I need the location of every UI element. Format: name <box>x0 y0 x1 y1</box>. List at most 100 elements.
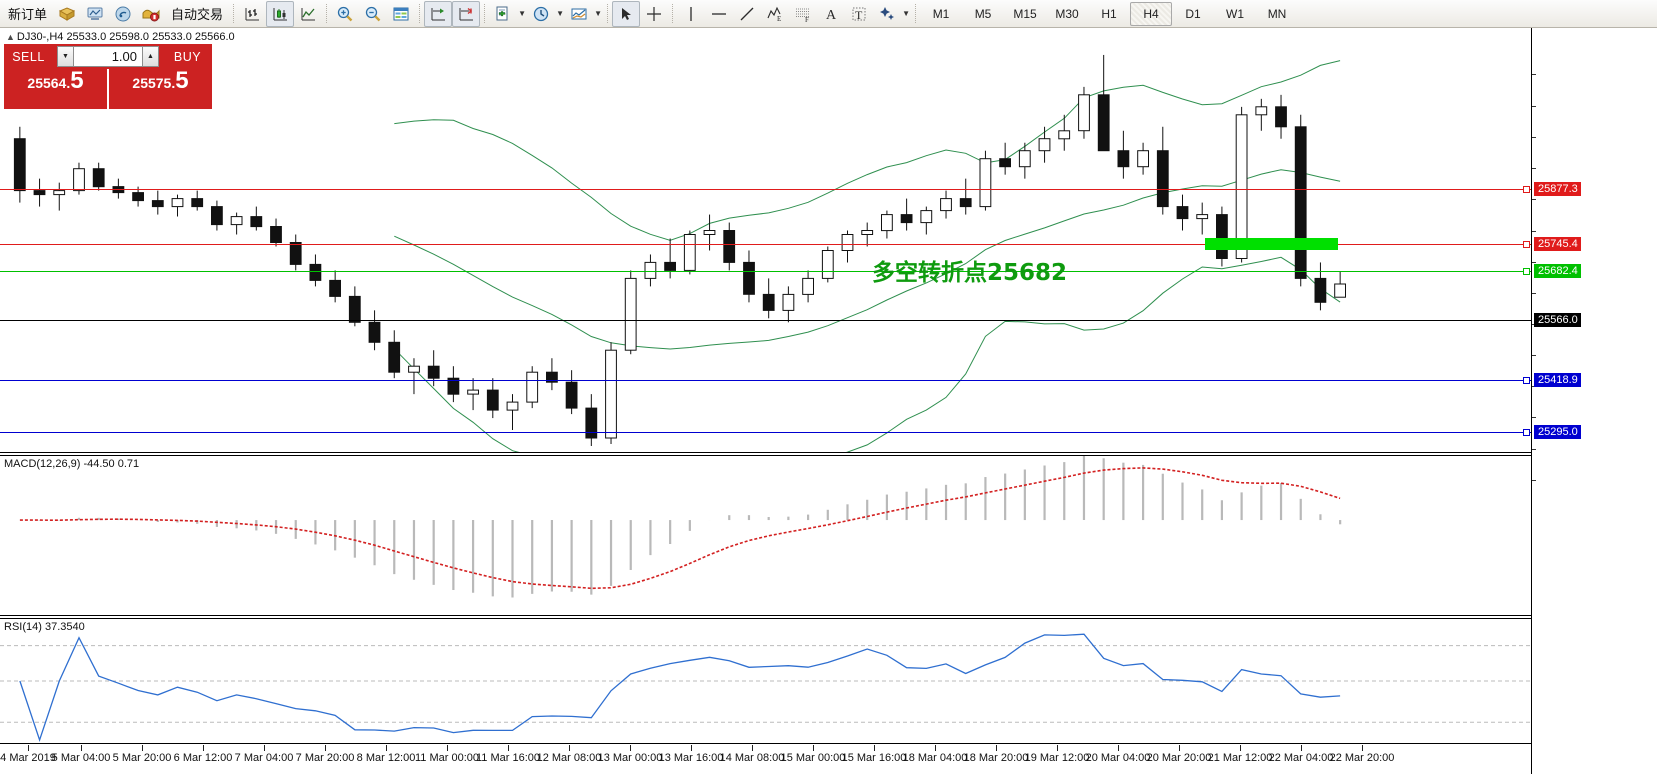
price-axis[interactable]: 25877.3 25745.4 25682.4 25566.0 25418.9 25295… <box>1531 28 1657 774</box>
one-click-trading-panel[interactable]: SELL ▼ 1.00 ▲ BUY 25564 . 5 25575 . 5 <box>4 44 212 109</box>
text-icon[interactable]: A <box>817 1 845 27</box>
line-chart-icon[interactable] <box>294 1 322 27</box>
rsi-line <box>19 633 1341 743</box>
price-level-handle[interactable] <box>1523 429 1530 436</box>
timeframe-m15[interactable]: M15 <box>1013 6 1037 21</box>
vline-icon[interactable] <box>677 1 705 27</box>
candle-body <box>703 230 716 235</box>
price-level-handle[interactable] <box>1523 186 1530 193</box>
timeframe-m30[interactable]: M30 <box>1055 6 1079 21</box>
buy-price-button[interactable]: 25575 . 5 <box>109 69 212 109</box>
time-tick <box>1240 745 1241 751</box>
cursor-icon[interactable] <box>612 0 641 27</box>
candle-body <box>1058 130 1071 140</box>
timeframe-h4[interactable]: H4 <box>1130 1 1173 26</box>
price-level-tag-support-1[interactable]: 25418.9 <box>1534 373 1581 387</box>
symbol-header: ▲ DJ30-,H4 25533.0 25598.0 25533.0 25566.… <box>6 31 235 43</box>
trendline-icon[interactable] <box>733 1 761 27</box>
time-axis-label: 11 Mar 16:00 <box>475 752 541 764</box>
time-tick <box>752 745 753 751</box>
bar-chart-icon[interactable] <box>238 1 266 27</box>
price-level-handle[interactable] <box>1523 268 1530 275</box>
axis-tick <box>1532 168 1536 169</box>
timeframe-m5[interactable]: M5 <box>974 6 992 21</box>
signal-icon[interactable] <box>109 1 137 27</box>
macd-pane[interactable] <box>0 455 1531 616</box>
candle-series <box>13 54 1346 447</box>
price-level-line-last-price[interactable] <box>0 320 1531 321</box>
period-icon[interactable] <box>527 1 555 27</box>
time-tick <box>325 745 326 751</box>
volume-increment-button[interactable]: ▲ <box>142 46 159 67</box>
chevron-down-icon[interactable]: ▼ <box>594 9 602 18</box>
network-icon[interactable] <box>81 1 109 27</box>
chevron-down-icon[interactable]: ▼ <box>556 9 564 18</box>
chevron-down-icon[interactable]: ▼ <box>518 9 526 18</box>
hline-icon[interactable] <box>705 1 733 27</box>
price-level-line-resistance-2[interactable] <box>0 244 1531 245</box>
price-level-line-support-2[interactable] <box>0 432 1531 433</box>
templates-icon[interactable] <box>489 1 517 27</box>
timeframe-mn[interactable]: MN <box>1267 6 1287 21</box>
autotrade-icon[interactable] <box>137 1 165 27</box>
time-tick <box>1179 745 1180 751</box>
price-level-line-resistance-1[interactable] <box>0 189 1531 190</box>
price-level-tag-resistance-2[interactable]: 25745.4 <box>1534 237 1581 251</box>
rsi-pane[interactable] <box>0 618 1531 744</box>
auto-scroll-icon[interactable] <box>452 0 481 27</box>
collapse-arrow-icon[interactable]: ▲ <box>6 32 15 42</box>
price-level-handle[interactable] <box>1523 377 1530 384</box>
price-level-tag-pivot-green[interactable]: 25682.4 <box>1534 264 1581 278</box>
price-level-line-support-1[interactable] <box>0 380 1531 381</box>
timeframe-d1[interactable]: D1 <box>1185 6 1201 21</box>
fibonacci-icon[interactable]: F <box>789 1 817 27</box>
time-axis-label: 19 Mar 12:00 <box>1024 752 1090 764</box>
time-tick <box>1057 745 1058 751</box>
candle-body <box>999 158 1012 168</box>
price-level-line-pivot-green[interactable] <box>0 271 1531 272</box>
zoom-out-icon[interactable] <box>359 1 387 27</box>
toolbar-separator <box>484 3 486 24</box>
objects-icon[interactable] <box>873 1 901 27</box>
autotrade-button[interactable]: 自动交易 <box>171 7 224 22</box>
candle-body <box>585 407 598 439</box>
candlestick-svg <box>13 54 1346 452</box>
buy-button[interactable]: BUY <box>163 44 212 69</box>
price-level-handle[interactable] <box>1523 241 1530 248</box>
highlight-rectangle[interactable] <box>1205 238 1338 250</box>
price-level-tag-support-2[interactable]: 25295.0 <box>1534 425 1581 439</box>
timeframe-h1[interactable]: H1 <box>1101 6 1117 21</box>
new-order-button[interactable]: 新订单 <box>8 7 48 22</box>
volume-input[interactable]: 1.00 <box>74 46 142 67</box>
time-axis[interactable]: 4 Mar 2019 5 Mar 04:00 5 Mar 20:00 6 Mar 12… <box>0 745 1531 774</box>
elliott-icon[interactable]: E <box>761 1 789 27</box>
history-icon[interactable] <box>53 1 81 27</box>
zoom-in-icon[interactable] <box>331 1 359 27</box>
chart-shift-icon[interactable] <box>424 0 453 27</box>
toolbar-separator <box>915 3 917 24</box>
svg-text:F: F <box>805 16 809 23</box>
time-axis-label: 5 Mar 20:00 <box>112 752 172 764</box>
candlestick-icon[interactable] <box>266 0 295 27</box>
timeframe-m1[interactable]: M1 <box>932 6 950 21</box>
label-icon[interactable]: T <box>845 1 873 27</box>
timeframe-w1[interactable]: W1 <box>1226 6 1245 21</box>
candle-body <box>743 261 755 295</box>
price-level-tag-last-price[interactable]: 25566.0 <box>1534 313 1581 327</box>
crosshair-icon[interactable] <box>640 1 668 27</box>
indicators-icon[interactable] <box>565 1 593 27</box>
candle-body <box>211 206 223 226</box>
candle-body <box>486 389 499 411</box>
sell-price-button[interactable]: 25564 . 5 <box>4 69 107 109</box>
candle-body <box>1176 206 1189 220</box>
time-tick <box>935 745 936 751</box>
chart-annotation-text[interactable]: 多空转折点25682 <box>872 260 1068 286</box>
candle-body <box>841 234 854 251</box>
candle-body <box>802 277 815 295</box>
data-window-icon[interactable] <box>387 1 415 27</box>
volume-decrement-button[interactable]: ▼ <box>57 46 74 67</box>
time-axis-label: 8 Mar 12:00 <box>356 752 416 764</box>
sell-button[interactable]: SELL <box>4 44 53 69</box>
chevron-down-icon[interactable]: ▼ <box>902 9 910 18</box>
price-level-tag-resistance-1[interactable]: 25877.3 <box>1534 182 1581 196</box>
